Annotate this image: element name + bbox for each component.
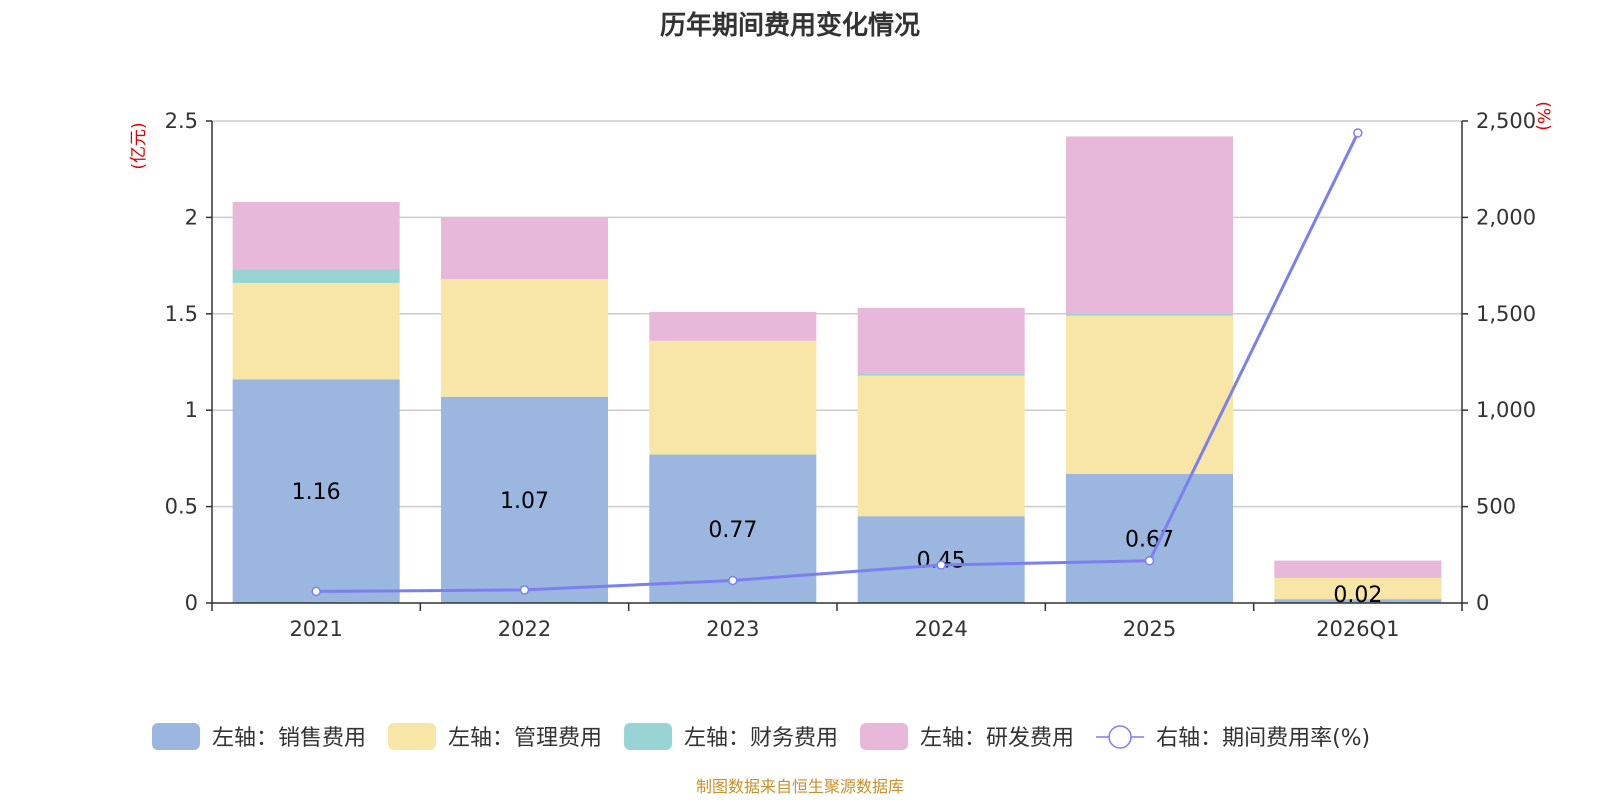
bars <box>232 136 1442 603</box>
legend-label: 左轴：销售费用 <box>212 726 366 751</box>
x-tick-label: 2023 <box>706 617 759 641</box>
legend-swatch <box>388 723 437 750</box>
data-label-2022: 1.07 <box>500 489 549 514</box>
legend-item-0: 左轴：销售费用 <box>152 723 366 751</box>
legend-swatch <box>624 723 673 750</box>
bar-segment-2025-2 <box>1066 313 1233 316</box>
right-tick-label: 0 <box>1476 591 1489 615</box>
data-label-2023: 0.77 <box>708 518 757 543</box>
bar-segment-2026Q1-0 <box>1274 599 1442 603</box>
bar-segment-2024-0 <box>857 516 1025 603</box>
bar-segment-2026Q1-3 <box>1274 560 1442 578</box>
bar-segment-2025-0 <box>1066 473 1233 603</box>
left-tick-label: 1 <box>185 398 198 422</box>
bar-segment-2022-1 <box>441 279 608 397</box>
left-axis-unit: (亿元) <box>129 122 149 169</box>
bar-segment-2024-3 <box>857 308 1025 374</box>
x-axis: 2021 2022 2023 2024 2025 2026Q1 <box>211 602 1463 641</box>
rate-line <box>311 128 1363 597</box>
rate-line-path <box>316 132 1360 593</box>
right-tick-label: 1,000 <box>1476 398 1536 422</box>
legend-item-3: 左轴：研发费用 <box>860 723 1074 751</box>
bar-segment-2022-0 <box>441 396 608 603</box>
right-tick-label: 2,500 <box>1476 109 1536 133</box>
left-tick-label: 2.5 <box>165 109 198 133</box>
bar-segment-2025-1 <box>1066 315 1233 474</box>
rate-point-2021 <box>311 586 321 597</box>
rate-point-2023 <box>728 575 738 586</box>
x-tick-label: 2022 <box>498 617 551 641</box>
left-axis: 0 0.5 1 1.5 2 2.5 <box>165 109 213 615</box>
legend-label: 左轴：管理费用 <box>448 726 602 751</box>
chart-title: 历年期间费用变化情况 <box>660 10 920 41</box>
rate-point-2024 <box>936 560 946 570</box>
left-tick-label: 2 <box>185 205 198 229</box>
legend-label: 右轴：期间费用率(%) <box>1156 726 1370 751</box>
x-tick-label: 2021 <box>289 617 342 641</box>
bar-segment-2026Q1-1 <box>1274 577 1442 600</box>
legend-marker <box>1108 725 1132 749</box>
bar-segment-2022-3 <box>441 217 608 280</box>
right-tick-label: 500 <box>1476 495 1516 519</box>
bar-segment-2024-1 <box>857 375 1025 517</box>
x-tick-label: 2026Q1 <box>1316 617 1399 641</box>
legend-item-4: 右轴：期间费用率(%) <box>1096 725 1370 751</box>
left-tick-label: 1.5 <box>165 302 198 326</box>
x-tick-label: 2025 <box>1123 617 1176 641</box>
bar-segment-2021-3 <box>232 201 400 270</box>
left-tick-label: 0 <box>185 591 198 615</box>
right-tick-label: 2,000 <box>1476 205 1536 229</box>
rate-point-2026Q1 <box>1353 128 1363 138</box>
data-label-2026Q1: 0.02 <box>1333 583 1382 608</box>
left-tick-label: 0.5 <box>165 495 198 519</box>
legend-swatch <box>152 723 200 750</box>
rate-point-2025 <box>1144 556 1155 566</box>
right-axis: 0 500 1,000 1,500 2,000 2,500 <box>1461 109 1536 615</box>
right-axis-unit: (%) <box>1533 101 1553 130</box>
bar-segment-2025-3 <box>1066 136 1233 314</box>
data-label-2021: 1.16 <box>292 480 341 505</box>
bar-segment-2021-0 <box>232 379 400 603</box>
bar-segment-2023-3 <box>649 311 817 341</box>
rate-point-2022 <box>519 585 530 595</box>
legend-swatch <box>860 723 909 750</box>
legend-item-1: 左轴：管理费用 <box>388 723 602 751</box>
legend-label: 左轴：财务费用 <box>684 726 838 751</box>
bar-segment-2021-2 <box>232 269 400 283</box>
bar-segment-2021-1 <box>232 282 400 380</box>
legend: 左轴：销售费用 左轴：管理费用 左轴：财务费用 左轴：研发费用 右轴：期间费用率(%) <box>152 723 1370 751</box>
bar-segment-2024-2 <box>857 373 1025 376</box>
data-label-2025: 0.67 <box>1125 527 1174 552</box>
grid-lines <box>212 120 1462 508</box>
x-tick-label: 2024 <box>914 617 967 641</box>
legend-label: 左轴：研发费用 <box>920 726 1074 751</box>
source-note: 制图数据来自恒生聚源数据库 <box>696 777 904 796</box>
right-tick-label: 1,500 <box>1476 302 1536 326</box>
legend-item-2: 左轴：财务费用 <box>624 723 838 751</box>
bar-segment-2023-1 <box>649 340 817 455</box>
